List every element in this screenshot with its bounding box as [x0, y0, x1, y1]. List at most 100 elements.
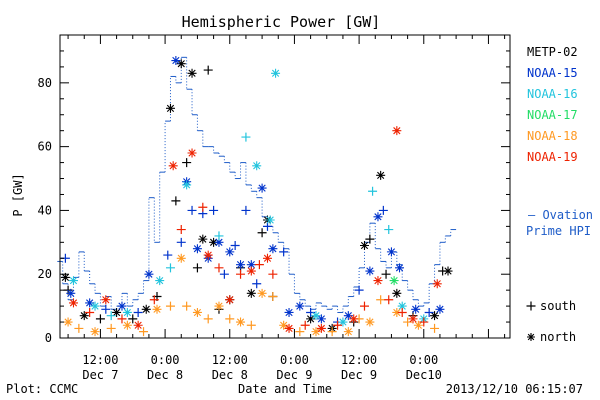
- data-point-metp-02-north: [430, 311, 440, 321]
- data-point-noaa-16-north: [155, 276, 165, 286]
- data-point-noaa-18-south: [165, 301, 175, 311]
- y-tick-label: 60: [38, 140, 52, 154]
- data-point-noaa-18-north: [214, 301, 224, 311]
- data-point-noaa-15-north: [343, 311, 353, 321]
- data-point-noaa-15-north: [144, 269, 154, 279]
- x-tick-date-label: Dec 7: [82, 368, 118, 382]
- data-point-noaa-16-north: [252, 161, 262, 171]
- data-point-noaa-15-south: [163, 250, 173, 260]
- data-point-noaa-19-north: [262, 253, 272, 263]
- data-point-noaa-19-north: [373, 276, 383, 286]
- data-point-noaa-15-north: [225, 247, 235, 257]
- data-point-noaa-16-north: [397, 301, 407, 311]
- data-point-noaa-15-north: [373, 212, 383, 222]
- chart-title: Hemispheric Power [GW]: [182, 13, 381, 31]
- data-point-noaa-16-north: [271, 68, 281, 78]
- data-point-noaa-19-south: [176, 225, 186, 235]
- data-point-noaa-15-north: [386, 247, 396, 257]
- data-point-noaa-15-south: [176, 237, 186, 247]
- x-tick-time-label: 12:00: [212, 353, 248, 367]
- data-point-noaa-15-south: [252, 279, 262, 289]
- data-point-noaa-15-north: [214, 237, 224, 247]
- data-point-noaa-15-south: [101, 304, 111, 314]
- data-point-noaa-15-north: [85, 298, 95, 308]
- data-point-noaa-16-south: [165, 263, 175, 273]
- data-point-noaa-18-north: [343, 327, 353, 337]
- data-point-noaa-18-north: [257, 288, 267, 298]
- data-point-noaa-18-north: [90, 327, 100, 337]
- data-point-noaa-15-south: [219, 269, 229, 279]
- data-point-metp-02-north: [209, 237, 219, 247]
- data-point-metp-02-south: [192, 263, 202, 273]
- data-point-noaa-15-north: [192, 244, 202, 254]
- hemisphere-symbol-key: south north: [526, 299, 576, 344]
- data-point-metp-02-north: [306, 314, 316, 324]
- data-point-metp-02-north: [198, 234, 208, 244]
- data-point-noaa-18-south: [327, 327, 337, 337]
- data-point-noaa-16-north: [68, 276, 78, 286]
- data-point-noaa-19-north: [187, 148, 197, 158]
- data-point-noaa-19-north: [284, 323, 294, 333]
- data-point-noaa-18-north: [63, 317, 73, 327]
- data-point-metp-02-south: [95, 314, 105, 324]
- data-point-noaa-15-north: [395, 263, 405, 273]
- data-point-noaa-18-south: [203, 314, 213, 324]
- data-point-noaa-18-north: [122, 320, 132, 330]
- data-point-noaa-19-south: [359, 301, 369, 311]
- data-point-noaa-15-south: [133, 307, 143, 317]
- data-point-noaa-19-north: [408, 314, 418, 324]
- data-point-noaa-19-north: [101, 295, 111, 305]
- data-point-noaa-19-south: [397, 307, 407, 317]
- data-point-noaa-18-north: [152, 304, 162, 314]
- legend-item-noaa-19: NOAA-19: [527, 150, 578, 164]
- ovation-label-line2: Prime HPI: [526, 224, 591, 238]
- data-point-noaa-16-north: [122, 307, 132, 317]
- data-point-noaa-18-south: [268, 292, 278, 302]
- data-point-noaa-15-south: [378, 205, 388, 215]
- x-tick-date-label: Dec 8: [212, 368, 248, 382]
- data-point-metp-02-north: [79, 311, 89, 321]
- data-point-noaa-18-north: [311, 327, 321, 337]
- footer-plot-credit: Plot: CCMC: [6, 382, 78, 396]
- legend-item-noaa-16: NOAA-16: [527, 87, 578, 101]
- data-point-metp-02-south: [203, 65, 213, 75]
- data-point-noaa-17-north: [389, 276, 399, 286]
- data-point-noaa-18-south: [295, 327, 305, 337]
- data-point-noaa-18-north: [192, 307, 202, 317]
- data-point-metp-02-north: [165, 103, 175, 113]
- data-point-noaa-15-north: [257, 183, 267, 193]
- y-tick-label: 20: [38, 267, 52, 281]
- legend-item-noaa-17: NOAA-17: [527, 108, 578, 122]
- legend-item-noaa-15: NOAA-15: [527, 66, 578, 80]
- data-point-noaa-18-south: [225, 314, 235, 324]
- data-point-noaa-15-north: [246, 260, 256, 270]
- data-point-noaa-18-south: [246, 320, 256, 330]
- data-point-noaa-19-north: [68, 298, 78, 308]
- data-point-metp-02-north: [112, 307, 122, 317]
- data-point-noaa-15-north: [66, 288, 76, 298]
- data-point-noaa-15-south: [279, 247, 289, 257]
- data-point-noaa-19-north: [225, 295, 235, 305]
- data-point-noaa-19-south: [268, 269, 278, 279]
- data-point-noaa-19-north: [349, 314, 359, 324]
- footer-timestamp: 2013/12/10 06:15:07: [446, 382, 583, 396]
- data-point-noaa-16-north: [311, 311, 321, 321]
- data-point-noaa-18-south: [106, 323, 116, 333]
- data-point-noaa-16-north: [90, 301, 100, 311]
- y-tick-label: 40: [38, 203, 52, 217]
- data-point-noaa-19-north: [246, 266, 256, 276]
- data-point-metp-02-south: [182, 158, 192, 168]
- x-tick-date-label: Dec10: [406, 368, 442, 382]
- data-point-noaa-15-north: [435, 304, 445, 314]
- y-axis-label: P [GW]: [11, 173, 25, 216]
- data-point-noaa-16-south: [241, 132, 251, 142]
- x-tick-date-label: Dec 9: [276, 368, 312, 382]
- data-point-metp-02-north: [359, 241, 369, 251]
- data-point-noaa-18-south: [403, 317, 413, 327]
- data-point-noaa-15-south: [241, 205, 251, 215]
- x-tick-time-label: 0:00: [280, 353, 309, 367]
- data-point-noaa-18-south: [74, 323, 84, 333]
- data-point-noaa-18-south: [430, 323, 440, 333]
- legend-item-noaa-18: NOAA-18: [527, 129, 578, 143]
- y-tick-labels: 0 20 40 60 80: [38, 76, 52, 345]
